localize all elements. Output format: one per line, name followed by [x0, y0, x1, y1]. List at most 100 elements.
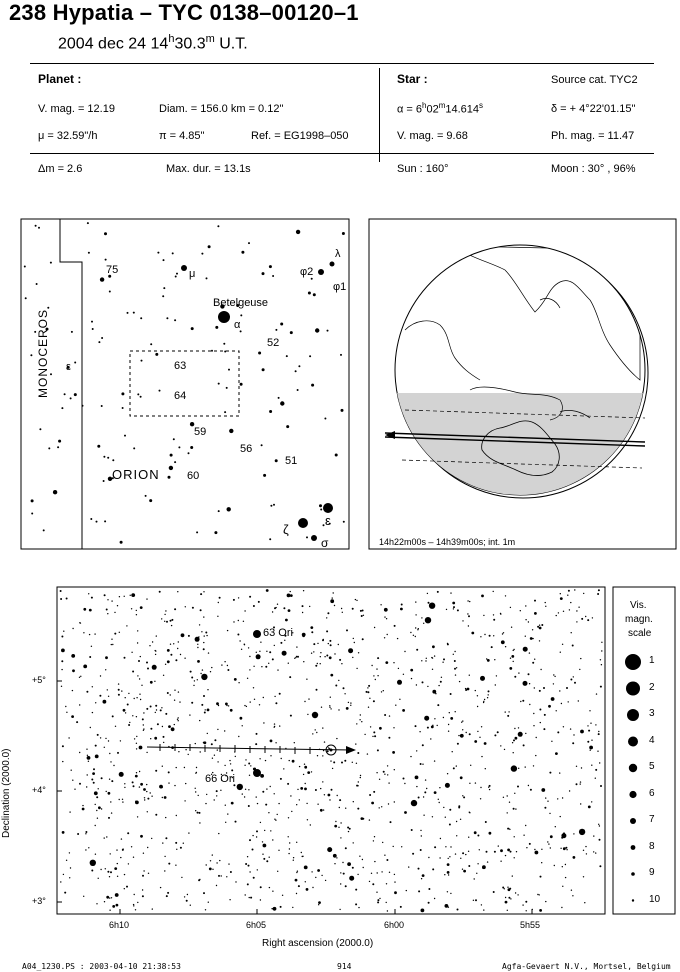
chart-star — [311, 871, 313, 873]
chart-star — [134, 774, 138, 778]
chart-star — [504, 646, 507, 648]
chart-star — [207, 689, 209, 691]
chart-star — [291, 810, 293, 813]
chart-star — [467, 850, 470, 852]
chart-star — [162, 842, 164, 844]
chart-star — [469, 600, 471, 603]
chart-star — [166, 620, 168, 623]
chart-star — [467, 600, 469, 602]
chart-star — [324, 656, 326, 658]
chart-star — [161, 618, 163, 620]
chart-star — [307, 771, 311, 774]
chart-star — [205, 864, 207, 866]
chart-star — [346, 629, 348, 632]
chart-star — [332, 592, 334, 594]
planet-ref: Ref. = EG1998–050 — [251, 130, 349, 142]
legend-label: 4 — [649, 734, 655, 746]
finder-star — [280, 401, 285, 406]
star-source: Source cat. TYC2 — [551, 74, 638, 86]
chart-star — [367, 691, 370, 694]
finder-star — [162, 295, 165, 298]
lambda-ori-star — [329, 261, 335, 267]
chart-star — [287, 782, 290, 785]
star-heading: Star : — [397, 72, 428, 86]
chart-star — [96, 733, 99, 736]
chart-star — [446, 891, 449, 893]
finder-star — [57, 446, 60, 449]
chart-star — [513, 836, 515, 838]
chart-star — [166, 649, 170, 652]
chart-star — [529, 788, 532, 791]
chart-star — [459, 733, 464, 738]
chart-star — [180, 633, 185, 638]
chart-star — [415, 601, 417, 603]
chart-star — [554, 675, 556, 678]
chart-star — [433, 655, 436, 657]
event-max-duration: Max. dur. = 13.1s — [166, 163, 251, 175]
chart-star — [138, 786, 141, 788]
legend-dots — [625, 654, 641, 902]
chart-star — [218, 874, 220, 877]
chart-star — [420, 878, 423, 880]
finder-star — [340, 353, 342, 356]
chart-star — [321, 874, 323, 877]
chart-star — [587, 740, 590, 743]
chart-star — [354, 598, 357, 601]
chart-star — [147, 872, 150, 874]
chart-star — [382, 690, 384, 692]
finder-star — [58, 439, 62, 443]
chart-star — [461, 868, 464, 870]
legend-frame — [612, 586, 676, 915]
finder-star — [340, 408, 344, 412]
chart-star — [83, 632, 85, 634]
chart-star — [298, 765, 301, 768]
chart-star — [488, 788, 491, 791]
chart-star — [137, 630, 139, 632]
chart-star — [239, 716, 243, 720]
chart-star — [131, 593, 136, 597]
chart-star — [69, 877, 71, 879]
chart-star — [188, 832, 190, 834]
chart-star — [534, 599, 536, 602]
chart-star — [320, 706, 323, 708]
chart-star — [386, 633, 388, 636]
chart-star — [425, 660, 427, 662]
chart-star — [255, 796, 257, 798]
finder-star — [104, 232, 107, 236]
finder-star — [273, 503, 275, 506]
chart-star — [287, 609, 291, 612]
chart-star — [401, 846, 403, 848]
finder-star — [140, 359, 143, 362]
chart-star — [345, 807, 347, 809]
chart-star — [195, 772, 197, 774]
chart-star — [394, 881, 396, 883]
chart-star — [141, 684, 143, 686]
chart-star — [130, 608, 133, 610]
finder-star — [258, 351, 262, 355]
chart-star — [529, 637, 533, 640]
chart-star — [514, 727, 516, 730]
label-sigma: σ — [321, 536, 329, 550]
finder-star — [174, 275, 177, 278]
finder-star — [126, 311, 129, 314]
chart-star — [61, 668, 63, 671]
finder-star — [240, 314, 243, 317]
chart-star — [427, 901, 430, 904]
chart-star — [370, 872, 373, 874]
chart-star — [273, 723, 276, 725]
finder-star — [124, 434, 126, 437]
chart-star — [165, 712, 168, 715]
chart-star — [256, 869, 258, 871]
chart-star — [249, 595, 252, 598]
chart-star — [128, 692, 130, 695]
chart-star — [193, 684, 195, 687]
chart-star — [315, 876, 317, 879]
legend-label: 9 — [649, 867, 655, 878]
chart-star — [349, 875, 355, 881]
chart-star — [174, 784, 176, 787]
chart-star — [338, 826, 340, 828]
chart-star — [468, 674, 470, 676]
chart-star — [177, 647, 179, 650]
x-axis-label: Right ascension (2000.0) — [262, 938, 374, 949]
chart-star — [543, 728, 546, 731]
